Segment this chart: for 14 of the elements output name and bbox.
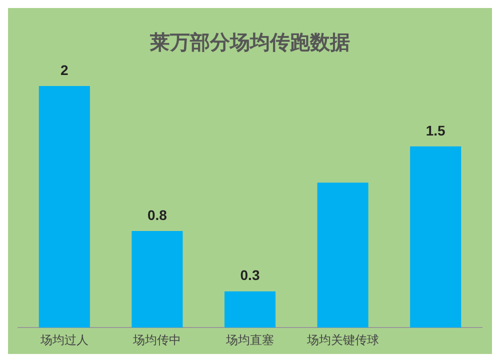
x-tick-label: 场均直塞 xyxy=(225,332,274,347)
x-tick-label: 场均关键传球 xyxy=(306,332,379,347)
bar xyxy=(224,291,276,328)
bar xyxy=(132,230,183,328)
x-tick-label: 场均过人 xyxy=(39,332,88,347)
data-label: 1.5 xyxy=(426,122,446,138)
bar xyxy=(317,182,368,328)
chart-title: 莱万部分场均传跑数据 xyxy=(149,30,350,54)
x-tick-label: 场均传中 xyxy=(132,332,182,347)
bar xyxy=(410,146,462,328)
data-label: 0.3 xyxy=(240,267,260,284)
data-label: 2 xyxy=(60,62,68,78)
data-label: 0.8 xyxy=(147,206,168,223)
bar xyxy=(38,86,90,328)
